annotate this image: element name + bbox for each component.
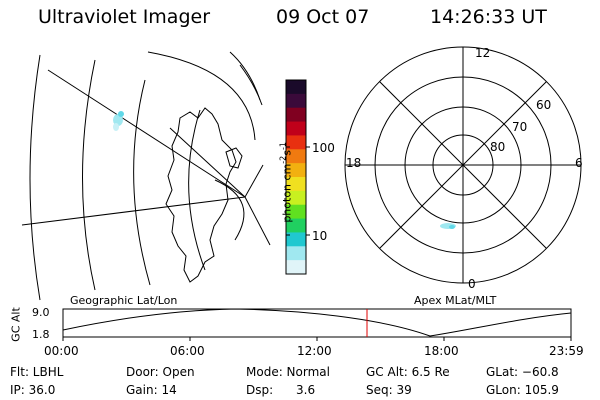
timeline-left-label: Geographic Lat/Lon [70, 294, 178, 307]
status-gcalt: GC Alt: 6.5 Re [366, 365, 450, 379]
timeline-xtick-3: 18:00 [424, 344, 459, 358]
status-door: Door: Open [126, 365, 195, 379]
status-flt: Flt: LBHL [10, 365, 64, 379]
timeline-right-label: Apex MLat/MLT [414, 294, 497, 307]
timeline-ytick-top: 9.0 [32, 306, 50, 319]
polar-label-18: 18 [346, 156, 362, 170]
status-glon: GLon: 105.9 [486, 383, 559, 397]
colorbar-segment [286, 218, 306, 233]
colorbar-segment [286, 107, 306, 123]
status-mode: Mode: Normal [246, 365, 330, 379]
colorbar-segment [286, 232, 306, 247]
colorbar-tick-10: 10 [312, 229, 328, 243]
colorbar-segment [286, 204, 306, 220]
timeline-xtick-4: 23:59 [549, 344, 584, 358]
polar-label-80: 80 [490, 140, 506, 154]
colorbar-segment [286, 135, 306, 150]
colorbar-segment [286, 260, 306, 275]
aurora-blob-polar [440, 223, 456, 229]
colorbar [285, 79, 310, 275]
colorbar-segment [286, 246, 306, 261]
timeline-xtick-1: 06:00 [170, 344, 205, 358]
colorbar-segment [286, 190, 306, 206]
colorbar-segment [286, 177, 306, 192]
colorbar-segment [286, 121, 306, 136]
polar-label-70: 70 [512, 120, 528, 134]
colorbar-tick-100: 100 [312, 141, 335, 155]
status-seq: Seq: 39 [366, 383, 412, 397]
colorbar-segment [286, 80, 306, 95]
aurora-blob-geo [113, 111, 124, 131]
observation-time: 14:26:33 UT [430, 6, 547, 28]
colorbar-segment [286, 149, 306, 164]
polar-label-0: 0 [468, 277, 476, 291]
colorbar-segment [286, 163, 306, 178]
polar-label-60: 60 [536, 98, 552, 112]
status-gain: Gain: 14 [126, 383, 177, 397]
timeline-xtick-2: 12:00 [297, 344, 332, 358]
instrument-title: Ultraviolet Imager [38, 6, 211, 28]
polar-label-6: 6 [575, 156, 583, 170]
status-glat: GLat: −60.8 [486, 365, 559, 379]
status-dsp: Dsp: 3.6 [246, 383, 316, 397]
timeline-ytick-bottom: 1.8 [32, 328, 50, 341]
colorbar-segment [286, 93, 306, 109]
observation-date: 09 Oct 07 [276, 6, 370, 28]
timeline-xtick-0: 00:00 [44, 344, 79, 358]
status-ip: IP: 36.0 [10, 383, 56, 397]
polar-label-12: 12 [475, 46, 491, 60]
